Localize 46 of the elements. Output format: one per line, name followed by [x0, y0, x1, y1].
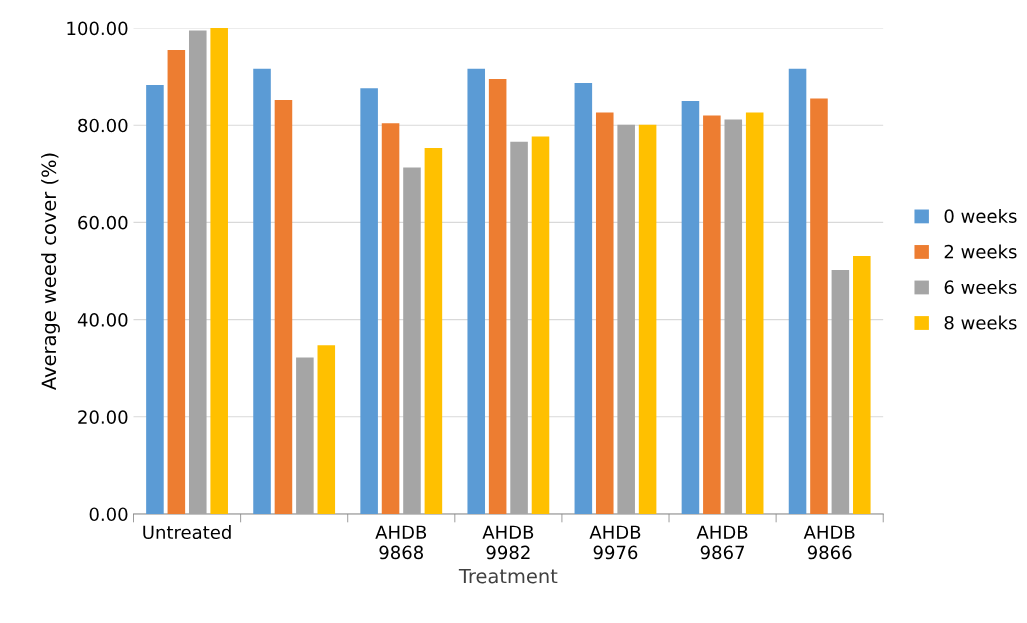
legend-label: 6 weeks	[944, 280, 1017, 295]
bar	[317, 345, 336, 514]
bar	[810, 98, 828, 514]
bar	[467, 68, 486, 514]
bar	[531, 136, 550, 514]
bar	[424, 148, 443, 514]
bar	[146, 84, 164, 514]
x-tick-label: AHDB 9868	[375, 525, 427, 560]
x-axis-title: Treatment	[458, 568, 558, 584]
bar	[360, 88, 378, 514]
x-tick-label: AHDB 9982	[482, 525, 534, 560]
bar	[274, 99, 293, 514]
bar	[745, 112, 764, 514]
y-tick-label: 0.00	[89, 507, 128, 522]
bar	[574, 82, 593, 514]
bar	[510, 141, 528, 514]
legend-label: 2 weeks	[944, 244, 1017, 259]
bar	[296, 357, 314, 514]
x-tick-label: AHDB 9976	[589, 525, 641, 560]
x-tick-label: Untreated	[143, 525, 231, 540]
bar	[595, 112, 614, 514]
y-tick-label: 100.00	[67, 21, 128, 36]
bar	[253, 68, 271, 514]
legend-label: 0 weeks	[944, 208, 1017, 223]
bar	[403, 167, 421, 514]
bar	[381, 123, 400, 514]
bar	[681, 100, 700, 514]
bar	[617, 124, 635, 514]
bar	[703, 115, 721, 514]
y-axis-title: Average weed cover (%)	[41, 153, 60, 390]
x-tick-label: AHDB 9866	[803, 525, 855, 560]
bar	[724, 119, 743, 514]
bar	[831, 270, 850, 514]
x-tick-label: AHDB 9867	[696, 525, 748, 560]
y-tick-label: 60.00	[78, 215, 128, 230]
y-tick-label: 80.00	[78, 118, 128, 133]
bar	[188, 30, 207, 514]
bar	[638, 124, 657, 514]
bar	[210, 28, 228, 514]
bar	[167, 49, 186, 514]
bar	[488, 79, 507, 514]
bar	[788, 68, 807, 514]
y-tick-label: 20.00	[78, 410, 128, 424]
y-tick-label: 40.00	[77, 313, 128, 327]
legend-label: 8 weeks	[944, 315, 1017, 330]
bar	[853, 255, 871, 514]
